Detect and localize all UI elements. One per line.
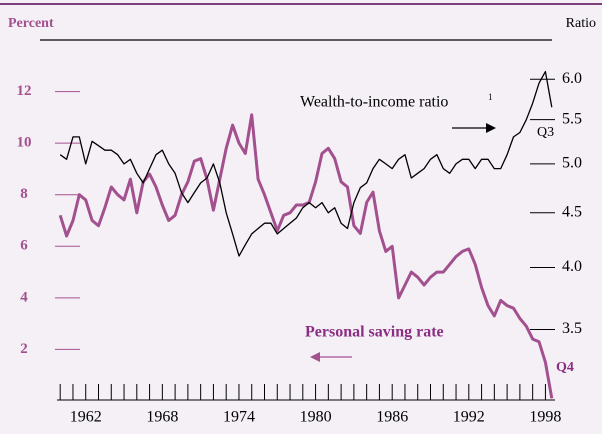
series-line [59, 70, 553, 257]
series-line [58, 113, 554, 399]
x-tick-label: 1986 [376, 409, 408, 426]
y-tick-label: 2 [20, 341, 28, 357]
series-label: Personal saving rate [305, 324, 444, 341]
y2-tick-label: 3.5 [562, 320, 582, 337]
y-axis-title: Percent [8, 16, 54, 31]
y2-tick-label: 5.5 [562, 110, 582, 127]
arrow-head [310, 352, 320, 362]
x-tick-label: 1974 [223, 409, 255, 426]
x-tick-label: 1968 [146, 409, 178, 426]
x-tick-label: 1998 [529, 409, 561, 426]
y2-axis-title: Ratio [566, 16, 596, 31]
annotation: Q4 [556, 360, 574, 375]
y2-tick-label: 4.0 [562, 258, 582, 275]
y2-tick-label: 6.0 [562, 70, 582, 87]
y-tick-label: 4 [20, 289, 28, 305]
x-tick-label: 1980 [300, 409, 332, 426]
x-tick-label: 1962 [70, 409, 102, 426]
y-tick-label: 8 [20, 186, 28, 202]
y-tick-label: 12 [17, 83, 32, 99]
y-tick-label: 10 [17, 135, 32, 151]
series-label: Wealth-to-income ratio [300, 94, 448, 111]
y-tick-label: 6 [20, 238, 28, 254]
annotation: Q3 [537, 125, 554, 140]
x-tick-label: 1992 [453, 409, 485, 426]
y2-tick-label: 5.0 [562, 155, 582, 172]
footnote-mark: 1 [488, 92, 493, 102]
arrow-head [486, 123, 496, 133]
y2-tick-label: 4.5 [562, 203, 582, 220]
